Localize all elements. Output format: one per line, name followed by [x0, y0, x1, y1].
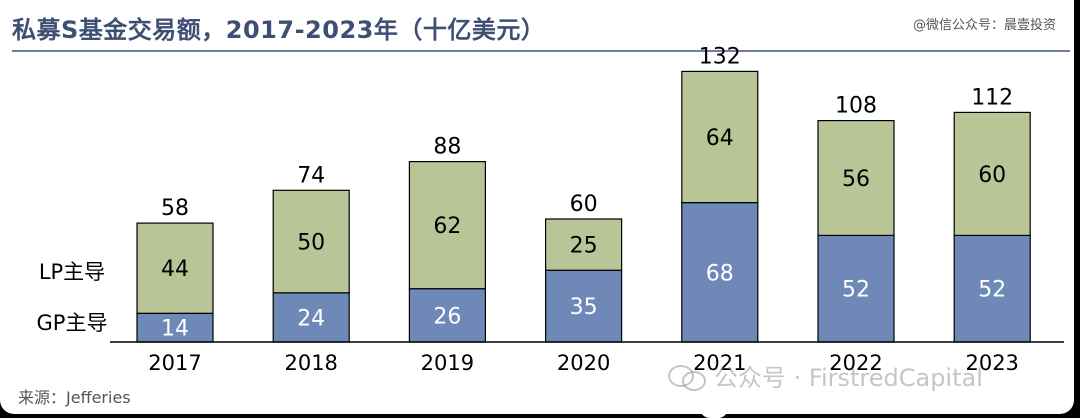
bar-lp-2019 — [408, 161, 486, 290]
x-tick-label-2023: 2023 — [965, 351, 1018, 375]
legend-label-gp: GP主导 — [37, 311, 108, 335]
x-tick-label-2019: 2019 — [421, 351, 474, 375]
data-label-gp-2020: 35 — [570, 295, 598, 320]
bar-gp-2020 — [544, 269, 623, 343]
x-tick-label-2018: 2018 — [284, 351, 337, 375]
data-label-lp-2017: 44 — [161, 257, 189, 282]
bar-lp-2023 — [953, 111, 1031, 237]
data-label-lp-2023: 60 — [978, 163, 1006, 188]
x-tick-label-2021: 2021 — [693, 351, 746, 375]
bar-lp-2018 — [272, 189, 350, 294]
data-label-total-2019: 88 — [433, 135, 461, 160]
data-label-total-2022: 108 — [835, 94, 877, 119]
data-label-total-2017: 58 — [161, 196, 189, 221]
data-label-gp-2023: 52 — [978, 278, 1006, 303]
legend-label-lp: LP主导 — [39, 260, 105, 284]
data-label-gp-2022: 52 — [842, 278, 870, 303]
wechat-credit: @微信公众号：晨壹投资 — [912, 18, 1056, 33]
data-label-total-2021: 132 — [699, 44, 741, 69]
title-divider — [12, 50, 1070, 52]
data-label-gp-2018: 24 — [297, 306, 325, 331]
bar-lp-2020 — [544, 218, 623, 271]
bar-gp-2023 — [953, 234, 1031, 343]
x-tick-label-2017: 2017 — [148, 351, 201, 375]
wechat-logo-icon — [668, 361, 706, 391]
bar-lp-2017 — [136, 222, 214, 314]
data-label-total-2023: 112 — [971, 85, 1013, 110]
data-label-lp-2018: 50 — [297, 231, 325, 256]
data-label-gp-2021: 68 — [706, 261, 734, 286]
card-tab — [700, 406, 728, 418]
data-label-total-2020: 60 — [570, 192, 598, 217]
watermark: 公众号 · FirstredCapital — [668, 358, 983, 393]
bar-gp-2022 — [817, 234, 895, 343]
bar-gp-2021 — [681, 202, 759, 343]
data-label-lp-2022: 56 — [842, 167, 870, 192]
bar-lp-2021 — [681, 70, 759, 204]
data-label-total-2018: 74 — [297, 163, 325, 188]
data-label-gp-2019: 26 — [433, 304, 461, 329]
x-tick-label-2020: 2020 — [557, 351, 610, 375]
data-label-lp-2019: 62 — [433, 214, 461, 239]
data-label-gp-2017: 14 — [161, 317, 189, 342]
bar-lp-2022 — [817, 119, 895, 237]
source-note: 来源：Jefferies — [18, 388, 131, 407]
watermark-text: 公众号 · FirstredCapital — [714, 364, 983, 392]
data-label-lp-2021: 64 — [706, 126, 734, 151]
chart-title: 私募S基金交易额，2017-2023年（十亿美元） — [12, 16, 546, 44]
x-tick-label-2022: 2022 — [829, 351, 882, 375]
data-label-lp-2020: 25 — [570, 234, 598, 259]
bar-gp-2017 — [136, 312, 214, 343]
